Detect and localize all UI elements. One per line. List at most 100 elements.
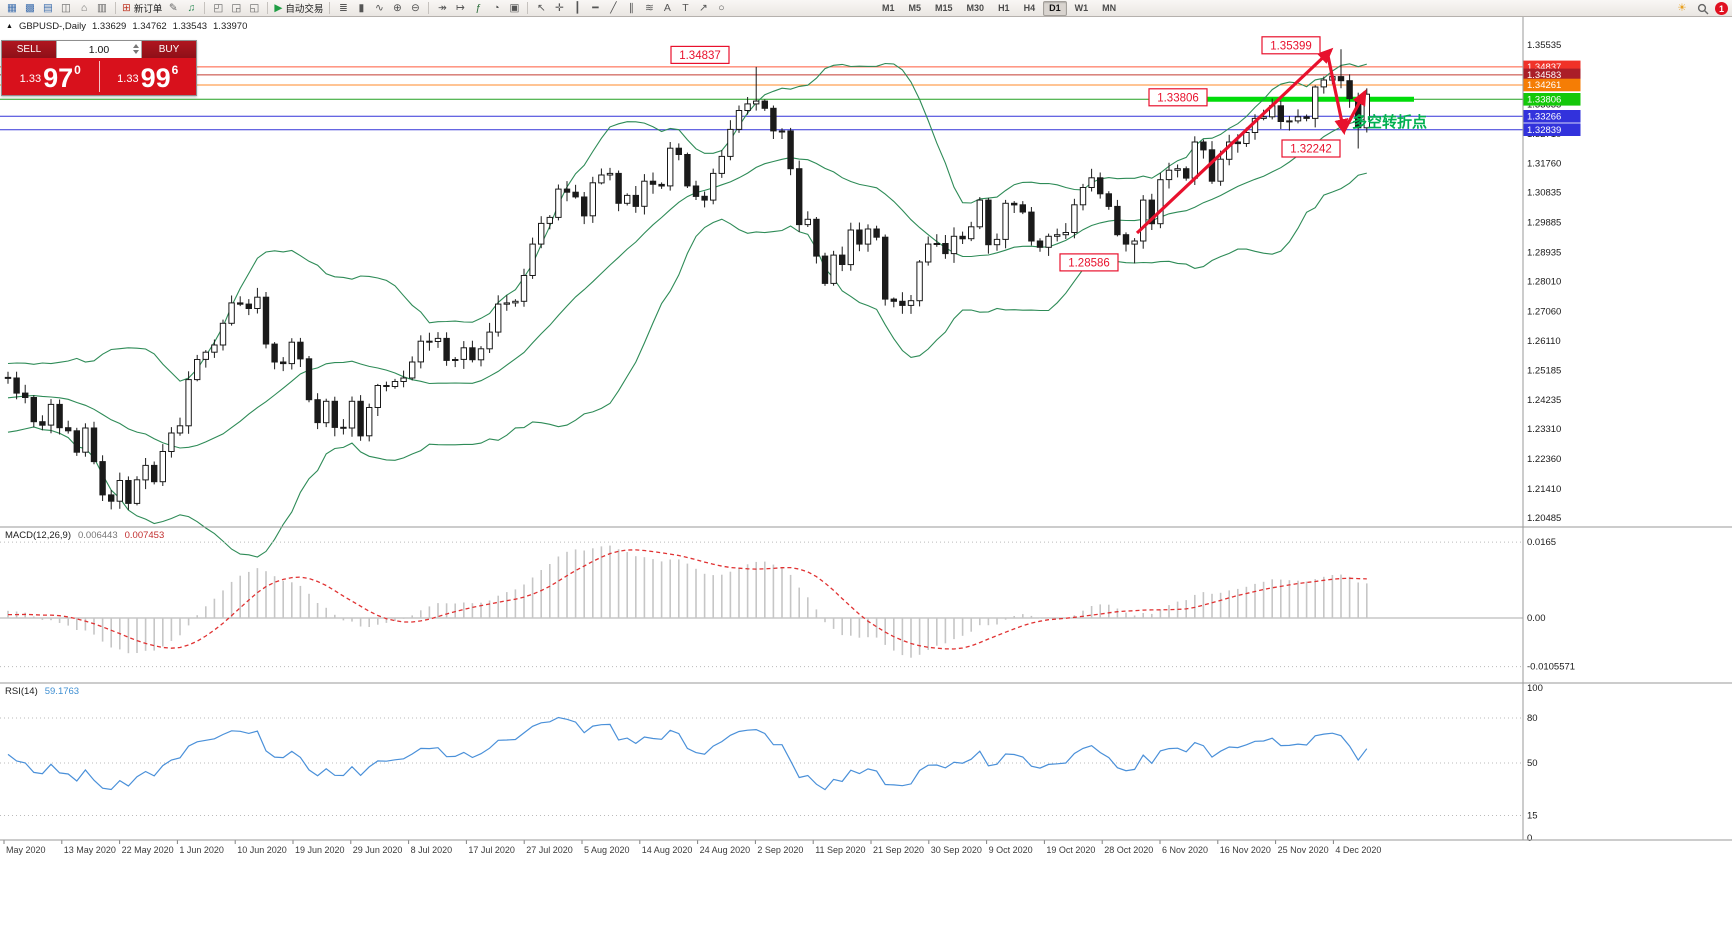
svg-text:30 Sep 2020: 30 Sep 2020 xyxy=(931,845,982,855)
arrow-object-icon[interactable]: ↗ xyxy=(695,1,711,16)
level-lines-layer[interactable] xyxy=(0,66,1523,131)
alerts-icon[interactable]: ♫ xyxy=(183,1,199,16)
buy-price[interactable]: 1.33 99 6 xyxy=(100,58,197,95)
notification-badge[interactable]: 1 xyxy=(1715,2,1728,15)
chart-profiles-icon[interactable]: ▩ xyxy=(22,1,38,16)
text-label-icon[interactable]: T xyxy=(677,1,693,16)
navigator-icon[interactable]: ⌂ xyxy=(76,1,92,16)
new-chart-icon[interactable]: ▦ xyxy=(4,1,20,16)
periods-icon[interactable]: ◔ xyxy=(488,1,504,16)
candlestick-chart-icon-glyph: ▮ xyxy=(358,1,365,14)
trade-panel-top-row: SELL 1.00 BUY xyxy=(2,41,196,58)
trend-arrow xyxy=(1342,89,1367,132)
cursor-icon[interactable]: ↖ xyxy=(533,1,549,16)
volume-input[interactable]: 1.00 xyxy=(56,41,142,58)
trade-panel-price-row: 1.33 97 0 1.33 99 6 xyxy=(2,58,196,95)
arrange-windows-icon[interactable]: ◱ xyxy=(246,1,262,16)
search-icon[interactable] xyxy=(1695,1,1711,16)
chart-chrome[interactable] xyxy=(0,17,1732,841)
bollinger-upper-band xyxy=(7,62,1367,382)
zoom-in-icon[interactable]: ⊕ xyxy=(389,1,405,16)
timeframe-m30[interactable]: M30 xyxy=(966,3,985,13)
toolbar-separator xyxy=(329,2,331,14)
chart-shift-icon[interactable]: ↦ xyxy=(452,1,468,16)
svg-text:May 2020: May 2020 xyxy=(6,845,46,855)
timeframe-d1[interactable]: D1 xyxy=(1043,1,1067,16)
macd-indicator-label: MACD(12,26,9) 0.006443 0.007453 xyxy=(5,530,164,541)
svg-text:15: 15 xyxy=(1527,811,1538,822)
auto-scroll-icon[interactable]: ↠ xyxy=(434,1,450,16)
svg-text:1.34261: 1.34261 xyxy=(1527,80,1561,91)
channel-icon[interactable]: ∥ xyxy=(623,1,639,16)
shapes-icon[interactable]: ○ xyxy=(713,1,729,16)
new-order-button[interactable]: ⊞ 新订单 xyxy=(121,1,163,16)
date-axis[interactable]: May 2020 13 May 2020 22 May 2020 1 Jun 2020… xyxy=(3,840,1381,855)
sell-button[interactable]: SELL xyxy=(2,41,56,58)
timeframe-w1[interactable]: W1 xyxy=(1074,3,1089,13)
turning-point-annotation: 多空转折点 xyxy=(1352,113,1427,131)
horizontal-line-icon[interactable]: ━ xyxy=(587,1,603,16)
trend-arrows[interactable] xyxy=(1135,47,1367,235)
chart-title: ▲ GBPUSD-,Daily 1.33629 1.34762 1.33543 … xyxy=(6,21,247,32)
stepper-up-icon[interactable] xyxy=(133,44,139,48)
metaeditor-icon-glyph: ✎ xyxy=(168,1,178,14)
market-watch-icon[interactable]: ▤ xyxy=(40,1,56,16)
buy-button[interactable]: BUY xyxy=(142,41,196,58)
annotation-text[interactable]: 多空转折点 xyxy=(1352,113,1427,131)
line-chart-icon[interactable]: ∿ xyxy=(371,1,387,16)
cascade-windows-icon[interactable]: ◰ xyxy=(210,1,226,16)
bar-chart-icon[interactable]: ≣ xyxy=(335,1,351,16)
stepper-down-icon[interactable] xyxy=(133,50,139,54)
text-icon[interactable]: A xyxy=(659,1,675,16)
price-axis[interactable]: 1.355351.345851.336351.327101.317601.308… xyxy=(1523,40,1581,524)
templates-icon[interactable]: ▣ xyxy=(506,1,522,16)
timeframe-m15[interactable]: M15 xyxy=(935,3,953,13)
timeframe-h1[interactable]: H1 xyxy=(998,3,1010,13)
timeframe-m1[interactable]: M1 xyxy=(882,3,895,13)
svg-text:80: 80 xyxy=(1527,713,1538,724)
svg-text:1.24235: 1.24235 xyxy=(1527,395,1561,406)
metaeditor-icon[interactable]: ✎ xyxy=(165,1,181,16)
price-callout[interactable]: 1.34837 xyxy=(670,45,730,65)
tile-windows-icon[interactable]: ◲ xyxy=(228,1,244,16)
sell-price[interactable]: 1.33 97 0 xyxy=(2,58,99,95)
price-callout[interactable]: 1.35399 xyxy=(1261,36,1321,55)
indicators-icon[interactable]: ƒ xyxy=(470,1,486,16)
trendline-icon[interactable]: ╱ xyxy=(605,1,621,16)
macd-signal-value: 0.007453 xyxy=(124,530,165,541)
timeframe-m5[interactable]: M5 xyxy=(908,3,922,13)
candlestick-chart-icon[interactable]: ▮ xyxy=(353,1,369,16)
svg-text:16 Nov 2020: 16 Nov 2020 xyxy=(1220,845,1271,855)
indicators-icon-glyph: ƒ xyxy=(475,1,482,14)
zoom-out-icon[interactable]: ⊖ xyxy=(407,1,423,16)
autotrading-button[interactable]: ▶ 自动交易 xyxy=(273,1,324,16)
fibonacci-icon[interactable]: ≋ xyxy=(641,1,657,16)
arrange-windows-icon-glyph: ◱ xyxy=(249,1,260,14)
price-callouts[interactable]: 1.34837 1.35399 1.33806 1.32242 1.28586 xyxy=(670,36,1341,272)
data-window-icon[interactable]: ◫ xyxy=(58,1,74,16)
price-callout[interactable]: 1.32242 xyxy=(1281,139,1341,158)
vertical-line-icon[interactable]: ┃ xyxy=(569,1,585,16)
price-callout[interactable]: 1.33806 xyxy=(1148,88,1208,107)
svg-text:1.21410: 1.21410 xyxy=(1527,484,1561,495)
svg-text:0.00: 0.00 xyxy=(1527,613,1546,624)
macd-signal-line xyxy=(8,549,1367,650)
rsi-name: RSI(14) xyxy=(5,686,38,697)
timeframe-mn[interactable]: MN xyxy=(1102,3,1117,13)
svg-text:1.34837: 1.34837 xyxy=(679,50,721,62)
volume-stepper[interactable] xyxy=(133,43,139,55)
terminal-icon[interactable]: ▥ xyxy=(94,1,110,16)
svg-text:-0.0105571: -0.0105571 xyxy=(1527,662,1575,673)
timeframe-h4[interactable]: H4 xyxy=(1023,3,1036,13)
price-callout[interactable]: 1.28586 xyxy=(1059,253,1119,272)
svg-text:0: 0 xyxy=(1527,833,1532,844)
ohlc-high: 1.34762 xyxy=(132,21,167,32)
volume-value: 1.00 xyxy=(88,43,110,56)
crosshair-icon[interactable]: ✛ xyxy=(551,1,567,16)
svg-text:1.31760: 1.31760 xyxy=(1527,159,1561,170)
brightness-icon[interactable]: ☀ xyxy=(1677,2,1687,15)
rsi-line xyxy=(7,716,1368,791)
tile-windows-icon-glyph: ◲ xyxy=(231,1,242,14)
horizontal-line-icon-glyph: ━ xyxy=(592,1,599,14)
